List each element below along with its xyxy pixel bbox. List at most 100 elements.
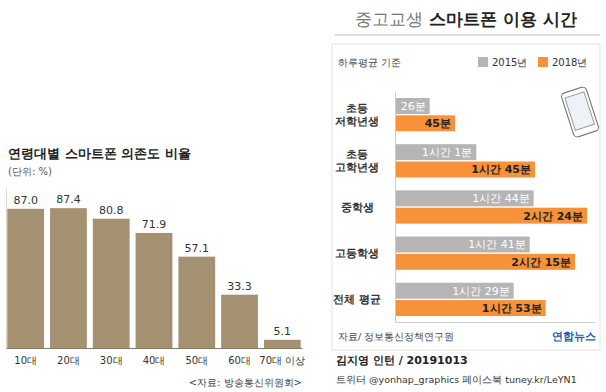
tick-label-line: 중학생 [341, 201, 374, 214]
byline: 김지영 인턴 / 20191013 [336, 354, 468, 367]
bar [93, 219, 130, 348]
data-label: 1시간 29분 [452, 285, 510, 298]
bar [178, 257, 215, 348]
y-axis [6, 189, 7, 349]
usage-chart: 중고교생 스마트폰 이용 시간하루평균 기준2015년2018년초등저학년생초등… [332, 9, 600, 350]
bar [395, 98, 430, 114]
legend-item: 2018년 [538, 57, 587, 68]
tick-label-line: 저학년생 [335, 115, 379, 128]
source: <자료: 방송통신위원회> [189, 377, 302, 388]
data-labels: 87.0 87.4 80.8 71.9 57.1 33.3 5.1 [13, 193, 291, 338]
agency-logo: 연합뉴스 [552, 330, 596, 343]
bar [50, 208, 87, 348]
tick: 중학생 [341, 201, 396, 214]
tick: 전체 평균 [333, 293, 395, 306]
bar [395, 190, 534, 206]
data-label: 2시간 15분 [511, 256, 571, 269]
tick-label: 고등학생 [335, 247, 379, 260]
data-label: 1시간 45분 [471, 163, 531, 176]
bar [221, 295, 258, 348]
tick: 20대 [57, 348, 80, 366]
chart-title: 중고교생 스마트폰 이용 시간 [355, 9, 577, 29]
chart-title: 연령대별 스마트폰 의존도 비율 [8, 146, 191, 161]
y-axis-line [6, 189, 7, 349]
legend-swatch [538, 57, 548, 67]
bars [7, 208, 300, 348]
bar [7, 209, 44, 348]
tick-label: 50대 [185, 355, 208, 366]
source: 자료/ 정보통신정책연구원 [338, 331, 454, 342]
bar [395, 254, 575, 270]
social: 트위터 @yonhap_graphics 페이스북 tuney.kr/LeYN1 [336, 374, 577, 385]
title-part: 중고교생 [355, 9, 423, 29]
data-label: 5.1 [274, 325, 292, 338]
bar [395, 208, 587, 224]
tick-label: 60대 [228, 355, 251, 366]
data-label: 57.1 [185, 242, 210, 255]
tick: 30대 [100, 348, 123, 366]
x-axis: 10대 20대 30대 40대 50대 60대 70대 이상 [7, 348, 306, 366]
bars [395, 98, 587, 316]
data-label: 33.3 [227, 280, 252, 293]
tick-label: 초등고학년생 [335, 148, 379, 174]
legend-label: 2015년 [492, 57, 527, 68]
y-axis-line [395, 93, 396, 323]
panel-frame [332, 44, 600, 350]
tick: 고등학생 [335, 247, 395, 260]
legend-swatch [478, 57, 488, 67]
bar [395, 115, 455, 131]
legend: 2015년 2018년 [478, 57, 587, 68]
bar [395, 162, 535, 178]
bar [136, 233, 173, 348]
data-labels: 26분 1시간 1분 1시간 44분 1시간 41분 1시간 29분 45분 1시간 45분… [401, 100, 583, 315]
age-chart: 연령대별 스마트폰 의존도 비율 (단위: %) 10대 20대 30대 40대 50대 60… [7, 146, 306, 388]
chart-subtitle: 하루평균 기준 [338, 57, 401, 68]
bar [395, 237, 530, 253]
tick: 50대 [185, 348, 208, 366]
bar [395, 300, 546, 316]
bar [395, 283, 514, 299]
tick-label: 70대 이상 [259, 355, 305, 366]
data-label: 2시간 24분 [523, 210, 583, 223]
tick-label: 초등저학년생 [335, 102, 379, 128]
tick-label: 40대 [143, 355, 166, 366]
data-label: 87.0 [13, 194, 38, 207]
footer: 연합뉴스김지영 인턴 / 20191013 트위터 @yonhap_graphic… [336, 330, 596, 385]
tick-label-line: 초등 [346, 148, 368, 161]
phone-body [561, 86, 600, 138]
tick: 10대 [14, 348, 37, 366]
phone-icon [561, 86, 600, 138]
chart-subtitle: (단위: %) [8, 166, 52, 177]
data-label: 1시간 1분 [422, 146, 473, 159]
data-label: 87.4 [56, 193, 81, 206]
tick-label: 전체 평균 [333, 293, 381, 306]
data-label: 1시간 41분 [468, 238, 526, 251]
data-label: 1시간 53분 [482, 302, 542, 315]
tick: 70대 이상 [259, 348, 305, 366]
data-label: 26분 [401, 100, 426, 113]
x-axis [396, 322, 596, 323]
legend-item: 2015년 [478, 57, 527, 68]
data-label: 45분 [425, 117, 451, 130]
tick: 초등저학년생 [335, 102, 395, 128]
phone-screen [565, 92, 595, 131]
bar-series [395, 115, 587, 316]
x-axis-line [7, 348, 303, 349]
tick-label: 20대 [57, 355, 80, 366]
tick-label: 10대 [14, 355, 37, 366]
tick: 초등고학년생 [335, 148, 395, 174]
data-label: 71.9 [142, 218, 167, 231]
graphic: 연령대별 스마트폰 의존도 비율 (단위: %) 10대 20대 30대 40대 50대 60… [0, 0, 606, 392]
title-rule [335, 35, 600, 36]
tick-label-line: 고학년생 [335, 161, 379, 174]
tick-label: 30대 [100, 355, 123, 366]
x-axis-line [396, 322, 596, 323]
title-part: 스마트폰 이용 시간 [423, 9, 577, 29]
data-label: 80.8 [99, 204, 124, 217]
legend-label: 2018년 [552, 57, 587, 68]
tick-label-line: 고등학생 [335, 247, 379, 260]
tick-label: 중학생 [341, 201, 374, 214]
bar [395, 144, 476, 160]
tick: 60대 [228, 348, 251, 366]
data-label: 1시간 44분 [472, 192, 530, 205]
